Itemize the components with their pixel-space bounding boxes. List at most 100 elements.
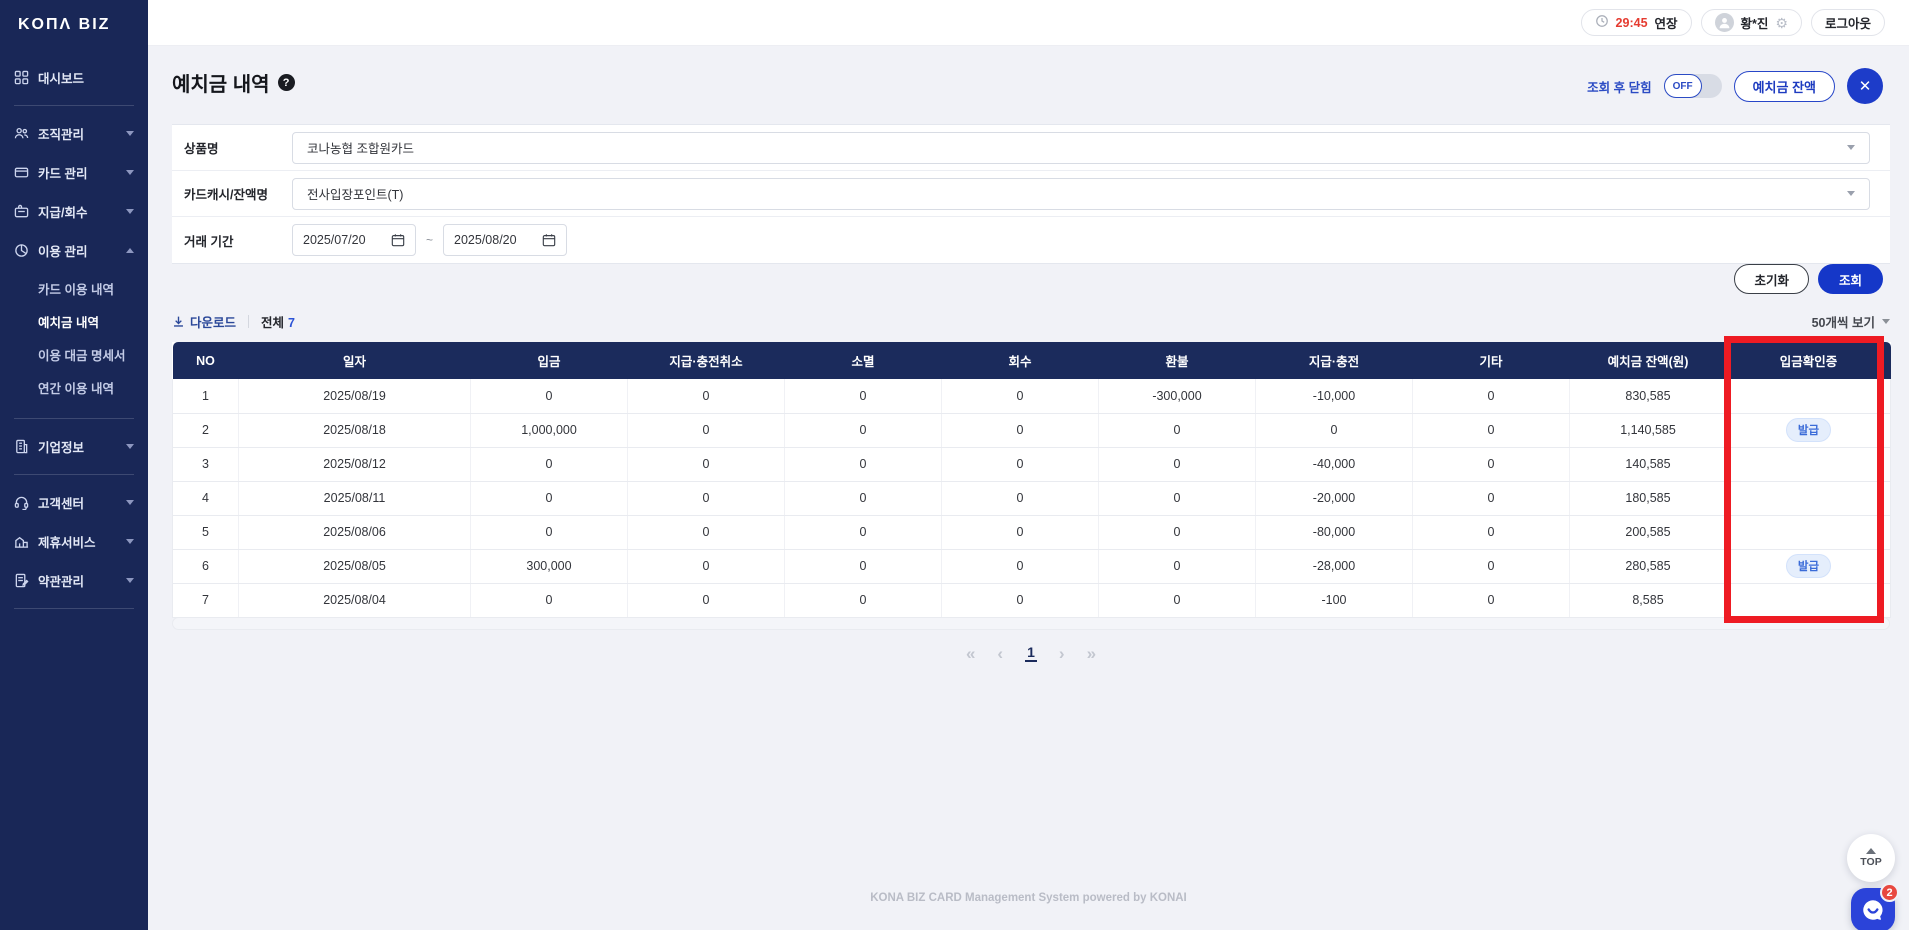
sidebar-item-dashboard[interactable]: 대시보드 bbox=[0, 58, 148, 97]
page-head: 예치금 내역 ? bbox=[172, 68, 295, 97]
cell-refund: 0 bbox=[1098, 481, 1256, 516]
sidebar-item-terms-management[interactable]: 약관관리 bbox=[0, 561, 148, 600]
people-icon bbox=[14, 126, 29, 141]
usage-submenu: 카드 이용 내역 예치금 내역 이용 대금 명세서 연간 이용 내역 bbox=[0, 270, 148, 410]
horizontal-scrollbar[interactable] bbox=[172, 617, 1890, 630]
product-select[interactable]: 코나농협 조합원카드 bbox=[292, 131, 1870, 164]
auto-close-label: 조회 후 닫힘 bbox=[1587, 80, 1652, 95]
cell-pay-charge: -20,000 bbox=[1255, 481, 1413, 516]
partnership-icon bbox=[14, 534, 29, 549]
sidebar-divider bbox=[14, 474, 134, 475]
cell-pay-charge: -10,000 bbox=[1255, 379, 1413, 414]
sidebar-item-payment-recovery[interactable]: 지급/회수 bbox=[0, 192, 148, 231]
cell-expire: 0 bbox=[784, 583, 942, 618]
gear-icon[interactable]: ⚙ bbox=[1775, 14, 1788, 31]
auto-close-toggle[interactable]: OFF bbox=[1663, 74, 1722, 98]
sidebar-item-organization[interactable]: 조직관리 bbox=[0, 114, 148, 153]
clock-icon bbox=[1595, 14, 1609, 31]
column-header-pay-charge: 지급·충전 bbox=[1255, 342, 1413, 379]
column-header-no: NO bbox=[172, 342, 239, 379]
issue-receipt-badge[interactable]: 발급 bbox=[1785, 554, 1832, 578]
cell-date: 2025/08/04 bbox=[238, 583, 471, 618]
table-body: 1 2025/08/19 0 0 0 0 -300,000 -10,000 0 830,585 2 2… bbox=[172, 379, 1891, 618]
cell-pay-charge-cancel: 0 bbox=[627, 413, 785, 448]
cell-balance: 280,585 bbox=[1569, 549, 1727, 584]
table-row: 4 2025/08/11 0 0 0 0 0 -20,000 0 180,585 bbox=[172, 481, 1891, 516]
cell-recover: 0 bbox=[941, 413, 1099, 448]
page-size-value: 50개씩 보기 bbox=[1811, 316, 1875, 330]
sidebar: KOΠΛ BIZ 대시보드 조직관리 카드 관리 지급/회수 이용 관리 카 bbox=[0, 0, 148, 930]
user-pill[interactable]: 황*진 ⚙ bbox=[1700, 9, 1802, 36]
logout-label: 로그아웃 bbox=[1824, 17, 1871, 31]
issue-receipt-badge[interactable]: 발급 bbox=[1785, 418, 1832, 442]
submenu-deposit-history[interactable]: 예치금 내역 bbox=[38, 316, 99, 330]
date-to-input[interactable]: 2025/08/20 bbox=[443, 224, 568, 256]
chevron-down-icon bbox=[126, 170, 134, 175]
chat-widget-button[interactable]: 2 bbox=[1851, 883, 1899, 930]
cell-receipt bbox=[1726, 583, 1891, 618]
calendar-icon[interactable] bbox=[391, 233, 405, 247]
chevron-down-icon bbox=[1847, 191, 1855, 196]
session-timer-pill[interactable]: 29:45 연장 bbox=[1580, 9, 1692, 36]
help-icon[interactable]: ? bbox=[277, 74, 295, 91]
total-label: 전체 bbox=[261, 316, 285, 330]
extend-session-button[interactable]: 연장 bbox=[1654, 17, 1678, 31]
pagination: « ‹ 1 › » bbox=[172, 644, 1890, 662]
cell-date: 2025/08/18 bbox=[238, 413, 471, 448]
cell-pay-charge-cancel: 0 bbox=[627, 549, 785, 584]
sidebar-item-label: 지급/회수 bbox=[38, 206, 88, 220]
user-name: 황*진 bbox=[1740, 17, 1769, 31]
cell-no: 6 bbox=[172, 549, 239, 584]
cell-receipt: 발급 bbox=[1726, 413, 1891, 448]
deposit-balance-button[interactable]: 예치금 잔액 bbox=[1733, 70, 1835, 102]
cell-deposit: 0 bbox=[470, 515, 628, 550]
next-page-button[interactable]: › bbox=[1058, 643, 1065, 663]
date-to-value: 2025/08/20 bbox=[454, 233, 517, 247]
cell-pay-charge-cancel: 0 bbox=[627, 447, 785, 482]
pie-chart-icon bbox=[14, 243, 29, 258]
cell-expire: 0 bbox=[784, 379, 942, 414]
main-content: 예치금 내역 ? 조회 후 닫힘 OFF 예치금 잔액 ✕ 상품명 코나농협 조… bbox=[148, 46, 1909, 930]
cell-recover: 0 bbox=[941, 515, 1099, 550]
sidebar-item-company-info[interactable]: 기업정보 bbox=[0, 427, 148, 466]
cell-expire: 0 bbox=[784, 413, 942, 448]
page-size-select[interactable]: 50개씩 보기 bbox=[1812, 312, 1890, 331]
cell-refund: 0 bbox=[1098, 413, 1256, 448]
sidebar-item-partner-services[interactable]: 제휴서비스 bbox=[0, 522, 148, 561]
building-icon bbox=[14, 439, 29, 454]
sidebar-item-customer-center[interactable]: 고객센터 bbox=[0, 483, 148, 522]
close-icon[interactable]: ✕ bbox=[1847, 68, 1883, 104]
table-header: NO 일자 입금 지급·충전취소 소멸 회수 환불 지급·충전 기타 예치금 잔액(원) 입금확인증 bbox=[172, 342, 1891, 379]
calendar-icon[interactable] bbox=[542, 233, 556, 247]
cell-balance: 8,585 bbox=[1569, 583, 1727, 618]
cell-etc: 0 bbox=[1412, 583, 1570, 618]
headset-icon bbox=[14, 495, 29, 510]
chevron-down-icon bbox=[126, 539, 134, 544]
cell-deposit: 300,000 bbox=[470, 549, 628, 584]
head-controls: 조회 후 닫힘 OFF 예치금 잔액 ✕ bbox=[1587, 68, 1883, 104]
sidebar-item-usage-management[interactable]: 이용 관리 bbox=[0, 231, 148, 270]
current-page[interactable]: 1 bbox=[1025, 644, 1037, 662]
cell-receipt bbox=[1726, 481, 1891, 516]
cash-select[interactable]: 전사입장포인트(T) bbox=[292, 177, 1870, 210]
submenu-card-usage-history[interactable]: 카드 이용 내역 bbox=[38, 283, 114, 297]
download-link[interactable]: 다운로드 bbox=[172, 312, 236, 331]
list-toolbar: 다운로드 전체 7 50개씩 보기 bbox=[172, 312, 1890, 331]
last-page-button[interactable]: » bbox=[1086, 643, 1097, 663]
date-from-input[interactable]: 2025/07/20 bbox=[292, 224, 416, 256]
first-page-button[interactable]: « bbox=[965, 643, 976, 663]
scroll-to-top-button[interactable]: TOP bbox=[1847, 834, 1895, 882]
logout-button[interactable]: 로그아웃 bbox=[1810, 9, 1885, 36]
submenu-usage-statement[interactable]: 이용 대금 명세서 bbox=[38, 349, 126, 363]
cell-date: 2025/08/12 bbox=[238, 447, 471, 482]
date-range-separator: ~ bbox=[426, 233, 434, 247]
cell-refund: 0 bbox=[1098, 583, 1256, 618]
submenu-annual-usage[interactable]: 연간 이용 내역 bbox=[38, 382, 114, 396]
cell-expire: 0 bbox=[784, 515, 942, 550]
reset-button[interactable]: 초기화 bbox=[1734, 264, 1809, 294]
card-icon bbox=[14, 165, 29, 180]
product-select-value: 코나농협 조합원카드 bbox=[307, 142, 414, 156]
search-button[interactable]: 조회 bbox=[1817, 264, 1883, 294]
sidebar-item-card-management[interactable]: 카드 관리 bbox=[0, 153, 148, 192]
prev-page-button[interactable]: ‹ bbox=[997, 643, 1004, 663]
